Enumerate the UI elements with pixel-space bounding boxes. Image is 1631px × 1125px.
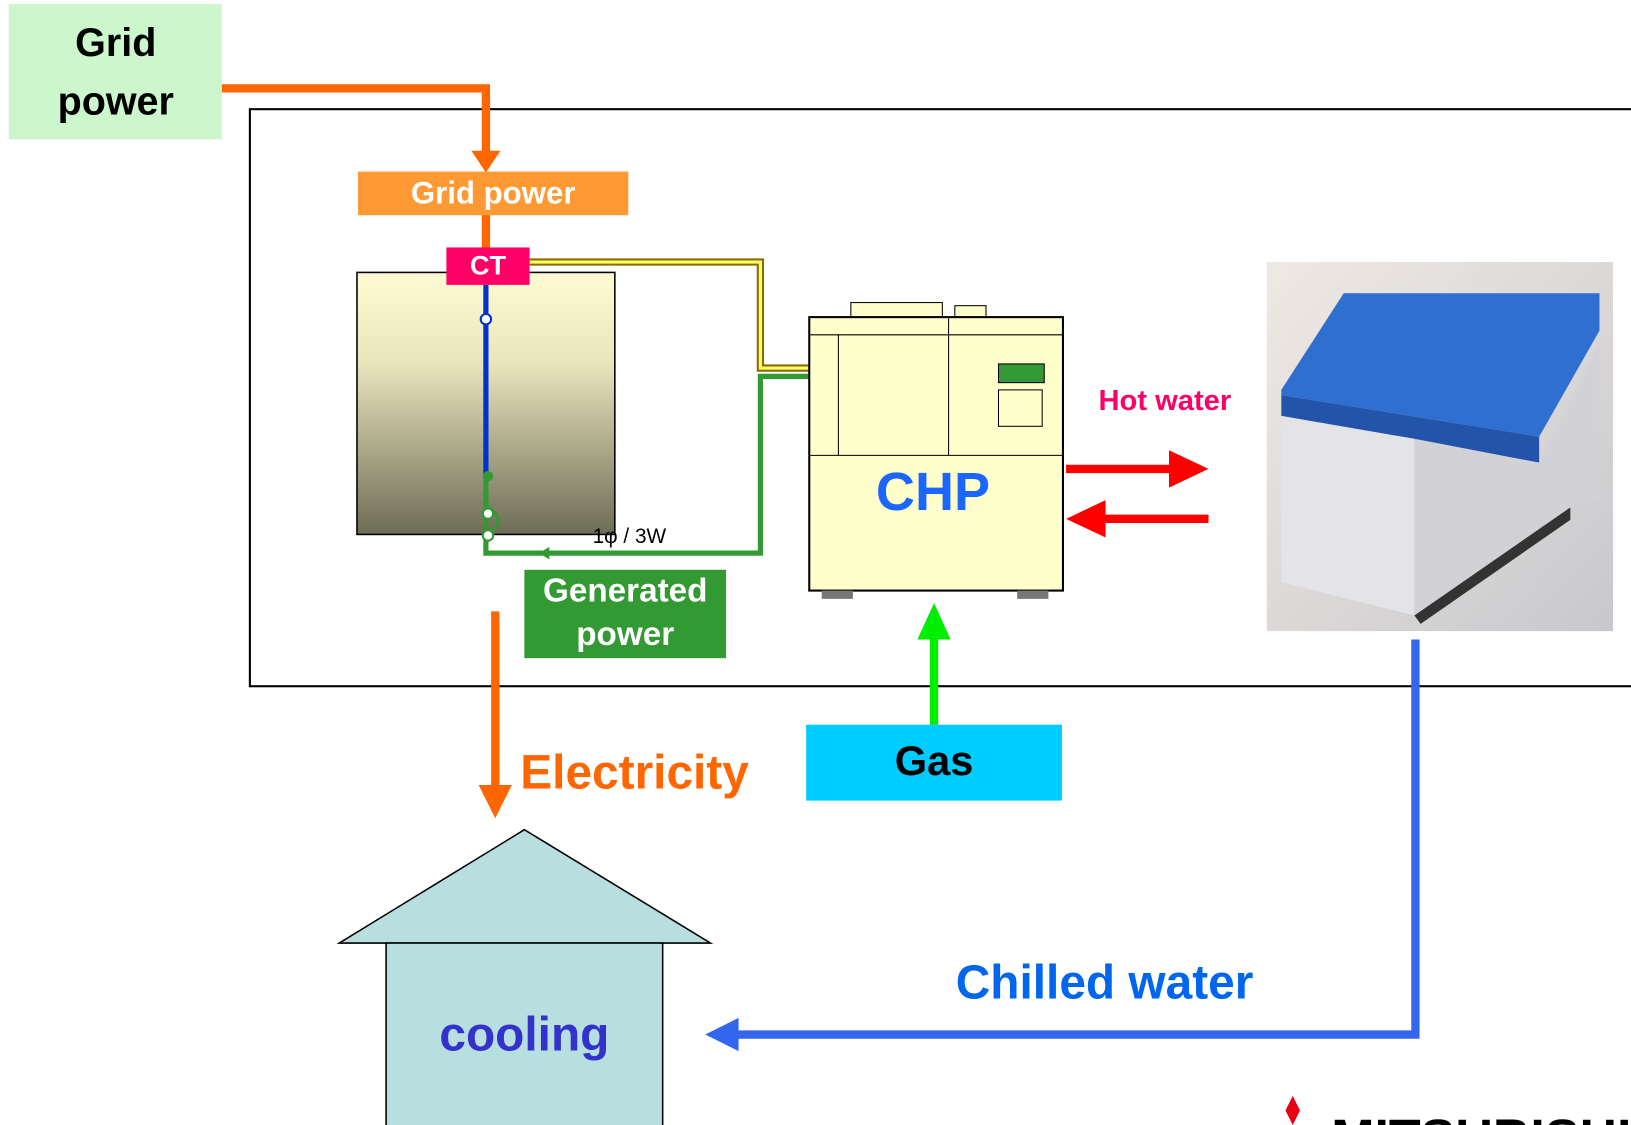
grid-feed-line bbox=[222, 88, 486, 154]
node bbox=[483, 530, 493, 540]
chp-top bbox=[955, 306, 986, 317]
grid-source-text: power bbox=[58, 79, 174, 123]
page: Grid power Grid power CT 1φ / 3W Generat… bbox=[0, 0, 1631, 1125]
arrow-head bbox=[705, 1018, 738, 1051]
generated-power-text: power bbox=[576, 616, 674, 653]
grid-power-label: Grid power bbox=[411, 176, 576, 211]
node bbox=[483, 508, 493, 518]
arrow-head bbox=[471, 151, 500, 173]
arrow-head bbox=[1169, 450, 1209, 487]
grid-source-text: Grid bbox=[75, 21, 156, 65]
ct-label: CT bbox=[470, 250, 507, 280]
logo-mark bbox=[1285, 1096, 1300, 1125]
chp-foot bbox=[822, 591, 853, 599]
electricity-label: Electricity bbox=[520, 746, 749, 799]
node bbox=[483, 471, 493, 481]
node bbox=[481, 314, 491, 324]
diagram: Grid power Grid power CT 1φ / 3W Generat… bbox=[0, 0, 1631, 1125]
arrow-head bbox=[917, 603, 950, 639]
cooling-label: cooling bbox=[439, 1008, 609, 1061]
logo-text: MITSUBISHI bbox=[1331, 1109, 1631, 1125]
chilled-water-label: Chilled water bbox=[956, 956, 1254, 1009]
chp-controller bbox=[998, 364, 1044, 383]
arrow-head bbox=[1066, 500, 1106, 537]
arrow-head bbox=[539, 547, 549, 559]
chiller-photo bbox=[1267, 262, 1613, 631]
building-roof bbox=[339, 830, 710, 943]
arrow-head bbox=[479, 785, 512, 818]
chp-label: CHP bbox=[876, 462, 990, 522]
chp-foot bbox=[1017, 591, 1048, 599]
generated-power-text: Generated bbox=[543, 572, 708, 609]
chp-top bbox=[851, 303, 942, 318]
hot-water-label: Hot water bbox=[1099, 385, 1232, 417]
gas-label: Gas bbox=[895, 737, 974, 784]
wiring-label: 1φ / 3W bbox=[593, 525, 667, 548]
chiller-body bbox=[1281, 416, 1414, 616]
chp-unit bbox=[809, 317, 1063, 590]
